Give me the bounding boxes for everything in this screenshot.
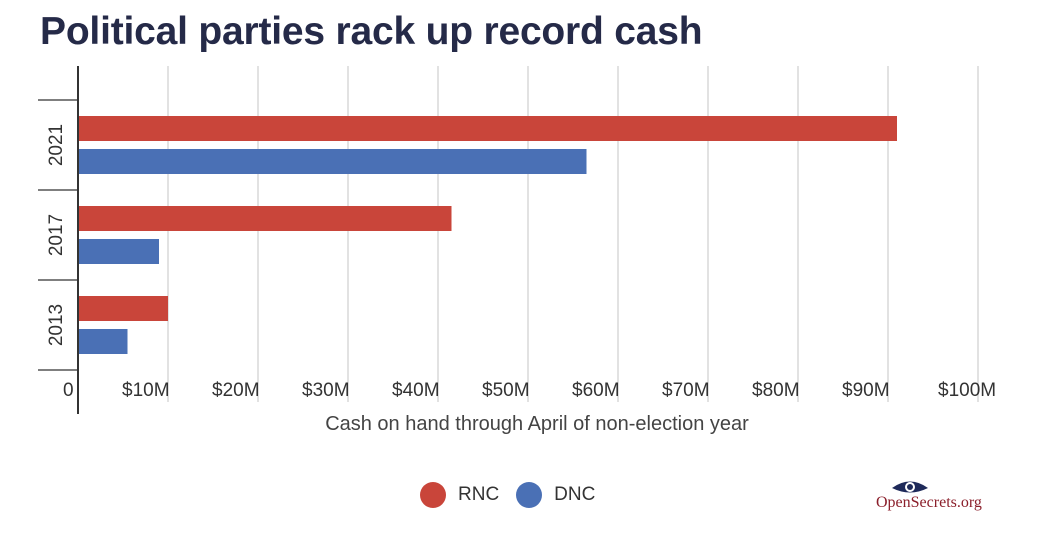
bar-dnc-2017 bbox=[79, 239, 159, 264]
x-tick-label: 0 bbox=[63, 380, 74, 401]
legend-item-rnc: RNC bbox=[420, 482, 499, 508]
x-tick-label: $80M bbox=[752, 380, 800, 401]
bar-dnc-2013 bbox=[79, 329, 128, 354]
x-tick-label: $40M bbox=[392, 380, 440, 401]
legend-label-dnc: DNC bbox=[554, 484, 596, 505]
x-tick-label: $20M bbox=[212, 380, 260, 401]
bar-rnc-2013 bbox=[79, 296, 168, 321]
bars bbox=[79, 116, 897, 354]
y-tick-label: 2017 bbox=[46, 214, 67, 256]
x-tick-label: $90M bbox=[842, 380, 890, 401]
bar-rnc-2017 bbox=[79, 206, 452, 231]
y-tick-label: 2013 bbox=[46, 304, 67, 346]
chart-title: Political parties rack up record cash bbox=[40, 10, 703, 53]
tick-labels: 0 $10M $20M $30M $40M $50M $60M $70M $80M $90M $10… bbox=[46, 124, 996, 401]
bar-rnc-2021 bbox=[79, 116, 897, 141]
bar-chart: 0 $10M $20M $30M $40M $50M $60M $70M $80M $90M $10… bbox=[38, 66, 996, 435]
x-tick-label: $70M bbox=[662, 380, 710, 401]
x-tick-label: $100M bbox=[938, 380, 996, 401]
x-tick-label: $10M bbox=[122, 380, 170, 401]
x-tick-label: $30M bbox=[302, 380, 350, 401]
legend-swatch-rnc bbox=[420, 482, 446, 508]
y-tick-label: 2021 bbox=[46, 124, 67, 166]
bar-dnc-2021 bbox=[79, 149, 587, 174]
axes bbox=[38, 66, 79, 414]
legend-item-dnc: DNC bbox=[516, 482, 595, 508]
x-axis-label: Cash on hand through April of non-electi… bbox=[325, 413, 749, 435]
brand-text: OpenSecrets.org bbox=[876, 494, 982, 511]
opensecrets-logo: OpenSecrets.org bbox=[876, 478, 992, 518]
x-tick-label: $50M bbox=[482, 380, 530, 401]
legend-swatch-dnc bbox=[516, 482, 543, 508]
eye-icon bbox=[892, 481, 928, 493]
legend-label-rnc: RNC bbox=[458, 484, 500, 505]
x-tick-label: $60M bbox=[572, 380, 620, 401]
legend: RNC DNC bbox=[420, 482, 612, 508]
